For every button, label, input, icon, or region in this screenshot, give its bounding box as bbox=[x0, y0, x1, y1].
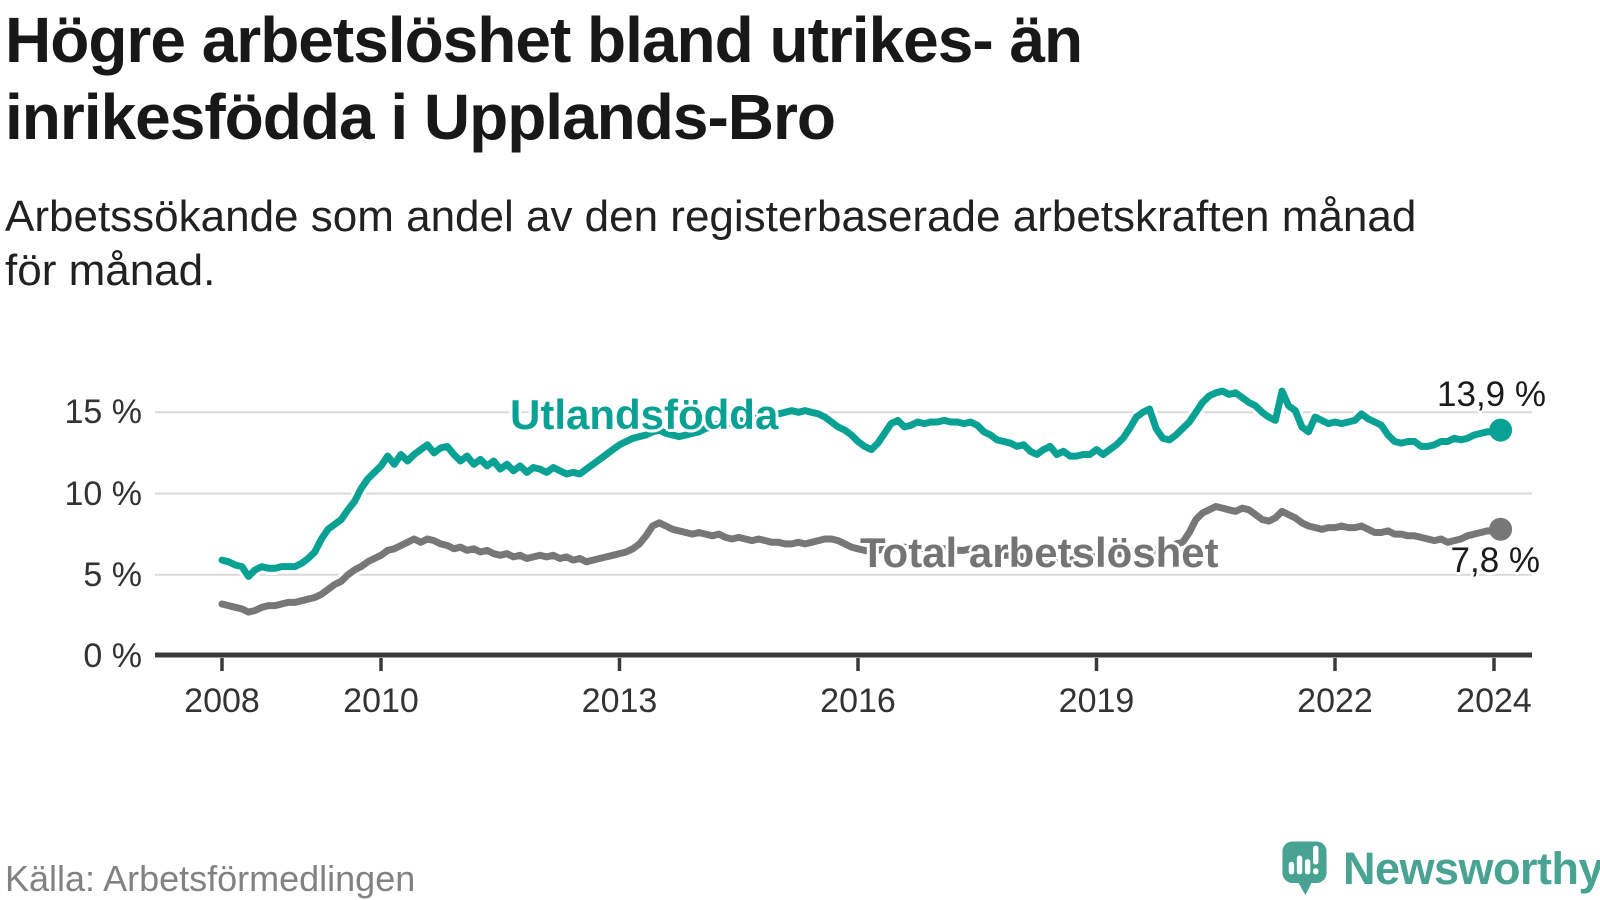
series-end-dot-total bbox=[1489, 517, 1513, 541]
newsworthy-logo-text: Newsworthy bbox=[1343, 843, 1600, 894]
series-label-utlandsfodda: Utlandsfödda bbox=[510, 391, 779, 438]
newsworthy-logo-icon bbox=[1282, 841, 1327, 896]
x-tick-label: 2008 bbox=[184, 682, 260, 720]
title-line-2: inrikesfödda i Upplands-Bro bbox=[5, 81, 836, 153]
series-line-total bbox=[218, 503, 1505, 616]
series-end-dot-utlandsfodda bbox=[1489, 418, 1513, 442]
y-tick-label: 10 % bbox=[64, 474, 143, 513]
x-tick-label: 2024 bbox=[1456, 682, 1532, 720]
series-line-utlandsfodda bbox=[218, 387, 1505, 580]
series-label-total-arbetsloshet: Total arbetslöshet bbox=[860, 529, 1219, 576]
x-tick-label: 2016 bbox=[820, 682, 896, 720]
x-tick-label: 2010 bbox=[343, 682, 419, 720]
subtitle-line-2: för månad. bbox=[5, 246, 216, 295]
y-tick-label: 15 % bbox=[64, 393, 143, 432]
y-tick-label: 5 % bbox=[83, 555, 142, 594]
source-note: Källa: Arbetsförmedlingen bbox=[5, 858, 416, 899]
page-title: Högre arbetslöshet bland utrikes- än inri… bbox=[5, 2, 1083, 156]
newsworthy-logo: Newsworthy bbox=[1282, 838, 1600, 900]
subtitle-line-1: Arbetssökande som andel av den registerb… bbox=[5, 192, 1417, 241]
x-tick-label: 2022 bbox=[1297, 682, 1373, 720]
title-line-1: Högre arbetslöshet bland utrikes- än bbox=[5, 4, 1083, 76]
chart-subtitle: Arbetssökande som andel av den registerb… bbox=[5, 190, 1416, 298]
y-tick-label: 0 % bbox=[83, 637, 142, 675]
end-value-utlandsfodda: 13,9 % bbox=[1437, 375, 1546, 414]
end-value-total-arbetsloshet: 7,8 % bbox=[1450, 541, 1541, 580]
x-tick-label: 2013 bbox=[581, 682, 658, 720]
x-tick-label: 2019 bbox=[1058, 682, 1135, 720]
